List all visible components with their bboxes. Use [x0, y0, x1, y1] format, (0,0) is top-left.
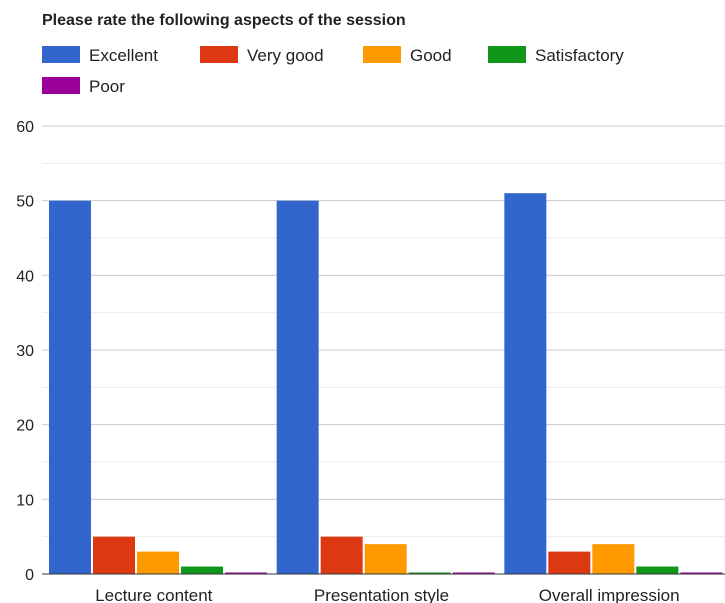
bar-very-good[interactable]: [320, 536, 363, 574]
legend-swatch: [42, 46, 80, 63]
bar-satisfactory[interactable]: [408, 572, 451, 575]
bar-group-presentation-style: [276, 200, 495, 575]
x-category-label: Presentation style: [314, 586, 449, 603]
legend-label: Poor: [89, 77, 125, 96]
legend-item-excellent: Excellent: [42, 46, 158, 65]
gridlines: [42, 125, 725, 538]
bar-group-overall-impression: [504, 193, 723, 575]
legend-item-poor: Poor: [42, 77, 125, 96]
y-tick-label: 40: [16, 268, 34, 285]
bar-group-lecture-content: [49, 200, 267, 575]
legend-swatch: [200, 46, 238, 63]
x-category-label: Overall impression: [539, 586, 680, 603]
y-tick-label: 20: [16, 418, 34, 435]
bar-poor[interactable]: [225, 572, 267, 575]
legend-item-very-good: Very good: [200, 46, 324, 65]
bar-poor[interactable]: [680, 572, 723, 575]
bar-good[interactable]: [592, 544, 635, 574]
bar-very-good[interactable]: [93, 536, 135, 574]
bar-very-good[interactable]: [548, 551, 591, 574]
legend-item-good: Good: [363, 46, 452, 65]
bar-satisfactory[interactable]: [181, 566, 223, 574]
y-tick-label: 10: [16, 492, 34, 509]
bar-excellent[interactable]: [504, 193, 547, 574]
bar-good[interactable]: [137, 551, 179, 574]
bar-excellent[interactable]: [276, 200, 319, 574]
bar-good[interactable]: [364, 544, 407, 574]
y-tick-label: 60: [16, 119, 34, 136]
x-axis: Lecture content Presentation style Overall…: [42, 573, 725, 603]
chart-title: Please rate the following aspects of the…: [42, 12, 406, 29]
y-axis: 0 10 20 30 40 50 60: [16, 119, 34, 584]
legend-swatch: [42, 77, 80, 94]
legend-swatch: [363, 46, 401, 63]
legend-item-satisfactory: Satisfactory: [488, 46, 624, 65]
y-tick-label: 0: [25, 567, 34, 584]
legend-swatch: [488, 46, 526, 63]
x-category-label: Lecture content: [95, 586, 212, 603]
y-tick-label: 50: [16, 194, 34, 211]
y-tick-label: 30: [16, 343, 34, 360]
legend-label: Excellent: [89, 46, 158, 65]
bars: [49, 193, 723, 575]
legend-label: Very good: [247, 46, 324, 65]
bar-excellent[interactable]: [49, 200, 91, 574]
legend-label: Satisfactory: [535, 46, 624, 65]
legend: Excellent Very good Good Satisfactory Poor: [42, 46, 624, 96]
legend-label: Good: [410, 46, 452, 65]
bar-satisfactory[interactable]: [636, 566, 679, 574]
bar-poor[interactable]: [452, 572, 495, 575]
